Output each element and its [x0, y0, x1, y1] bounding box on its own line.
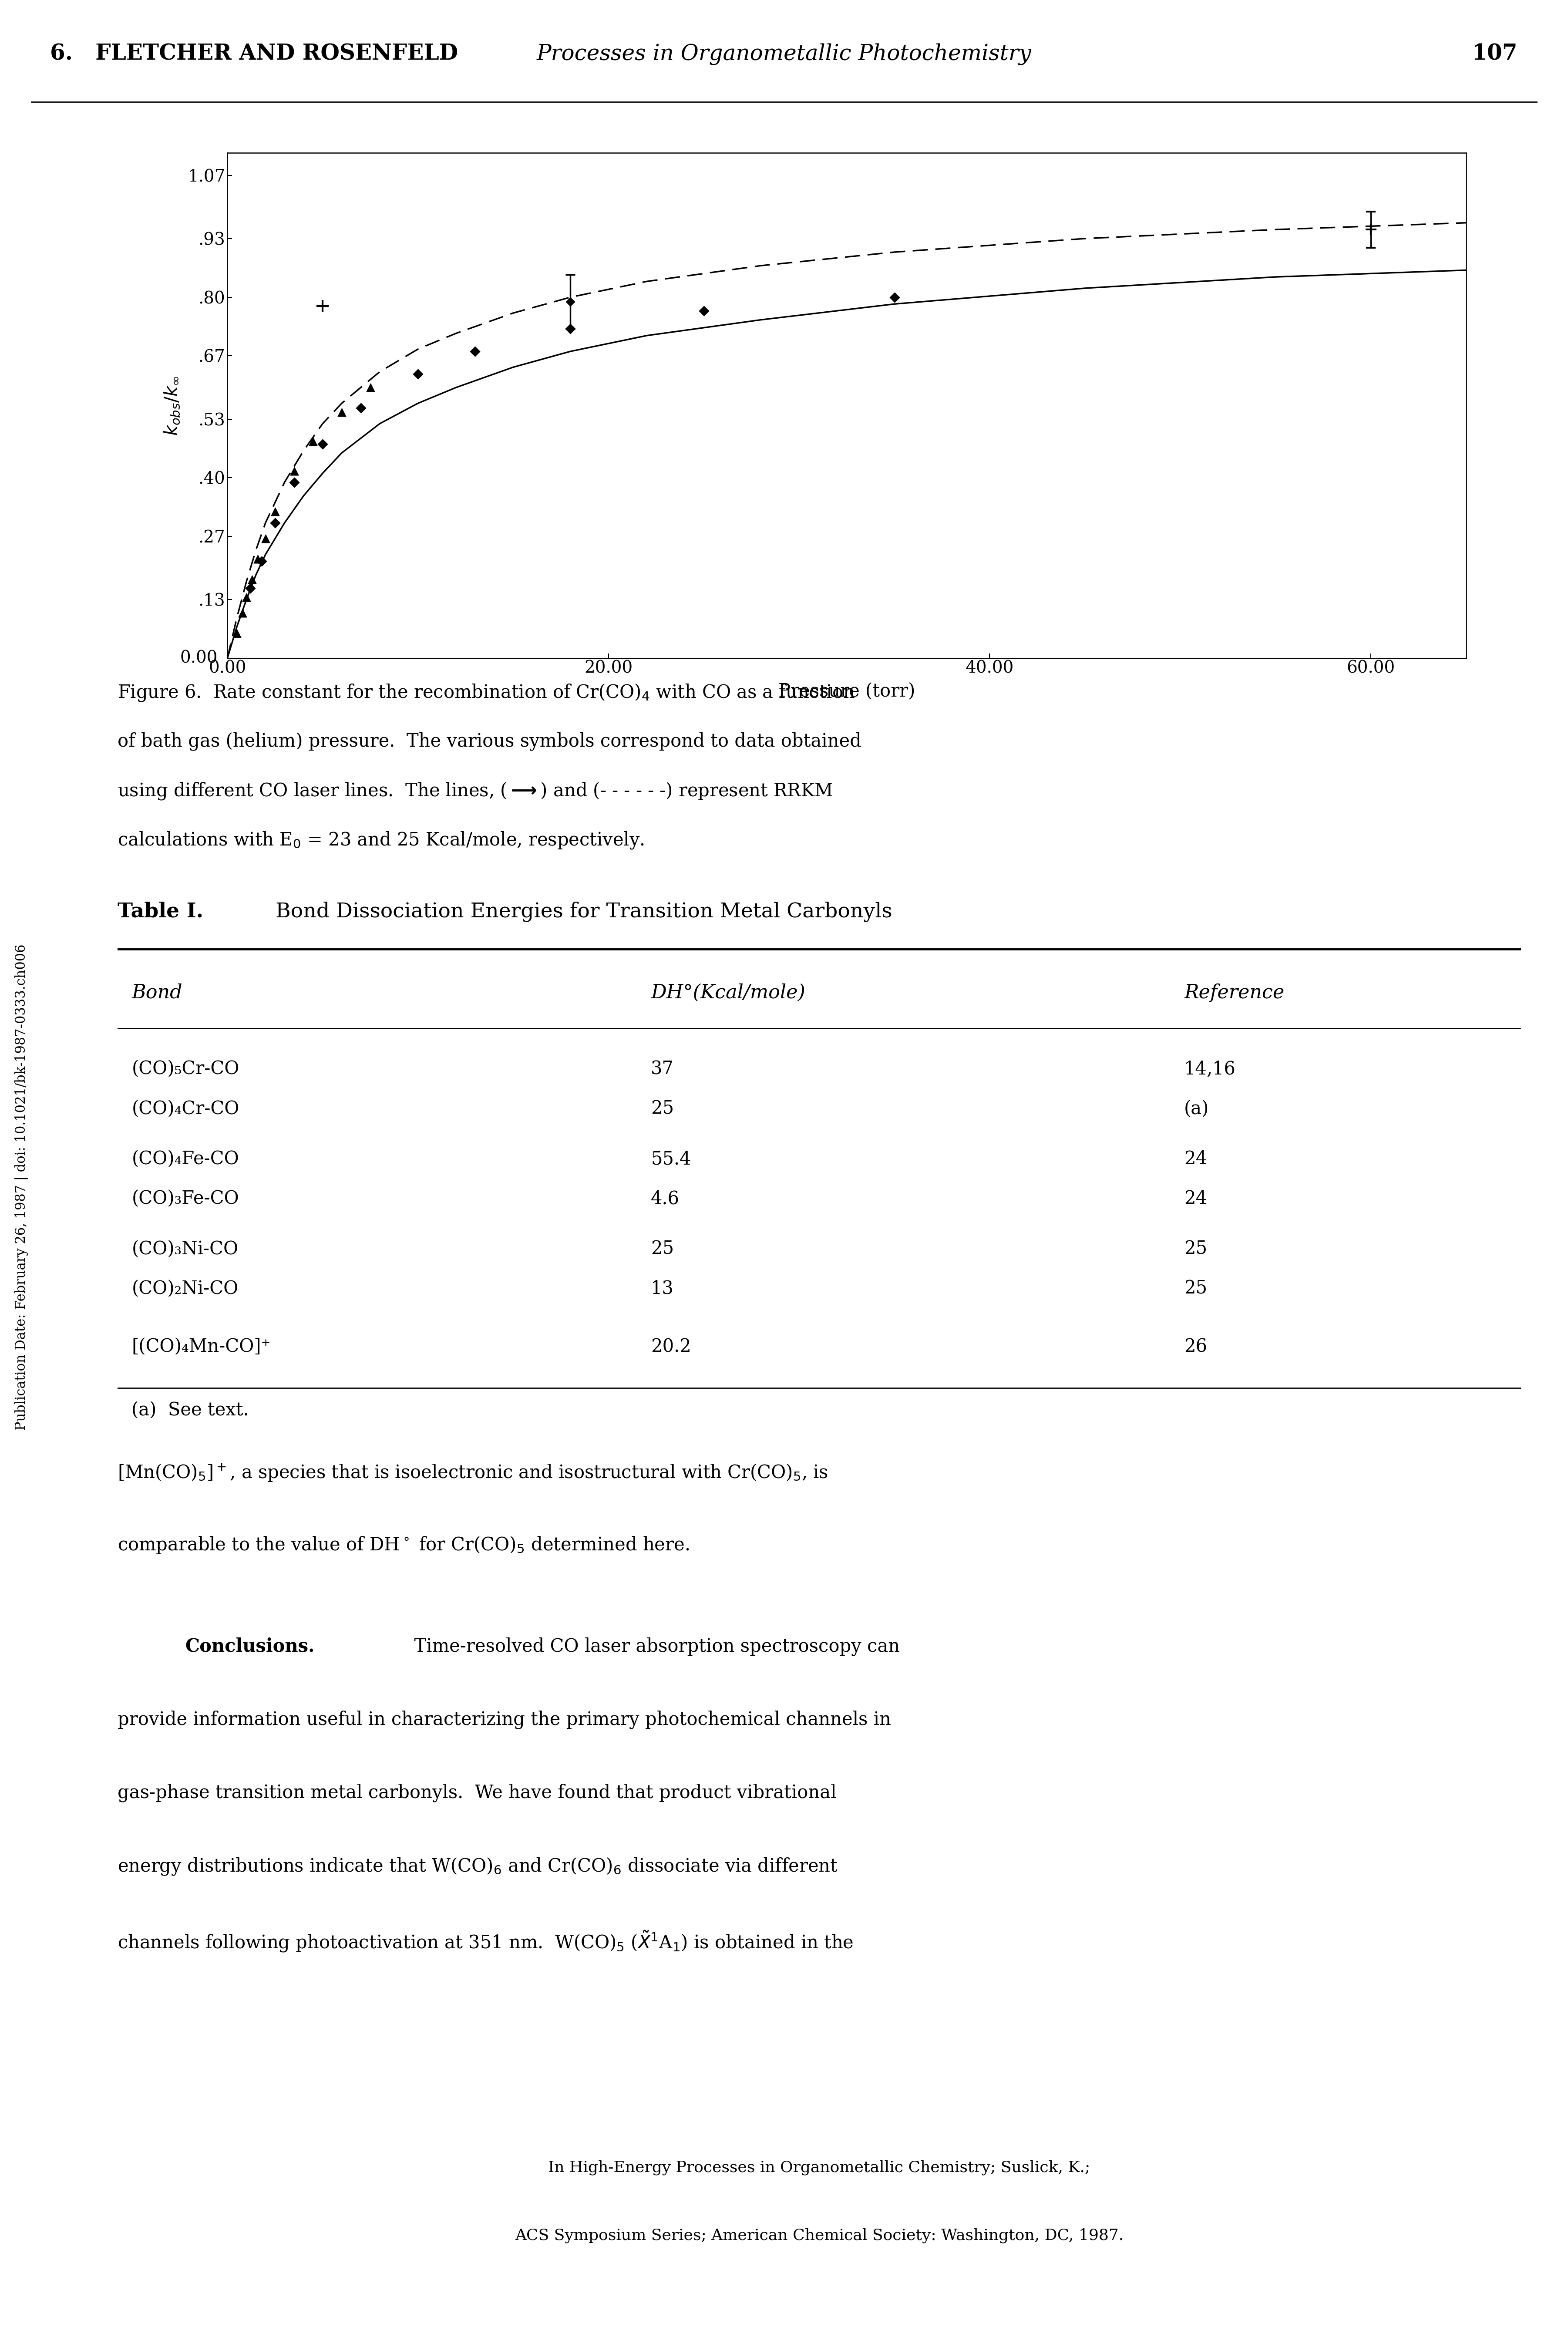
Text: Publication Date: February 26, 1987 | doi: 10.1021/bk-1987-0333.ch006: Publication Date: February 26, 1987 | do…: [16, 945, 28, 1429]
Text: 6.   FLETCHER AND ROSENFELD: 6. FLETCHER AND ROSENFELD: [50, 42, 458, 63]
Point: [301, 423, 326, 461]
Point: [252, 520, 278, 557]
Point: [240, 560, 265, 597]
Text: Bond Dissociation Energies for Transition Metal Carbonyls: Bond Dissociation Energies for Transitio…: [270, 900, 892, 922]
Text: 26: 26: [1184, 1338, 1207, 1357]
Text: (CO)₅Cr-CO: (CO)₅Cr-CO: [132, 1060, 240, 1079]
Text: 24: 24: [1184, 1190, 1207, 1208]
Text: Reference: Reference: [1184, 983, 1284, 1002]
Text: 14,16: 14,16: [1184, 1060, 1236, 1079]
Point: [230, 595, 256, 632]
Text: energy distributions indicate that W(CO)$_6$ and Cr(CO)$_6$ dissociate via diffe: energy distributions indicate that W(CO)…: [118, 1857, 837, 1876]
Text: Bond: Bond: [132, 983, 182, 1002]
Text: (CO)₂Ni-CO: (CO)₂Ni-CO: [132, 1279, 238, 1298]
Text: 37: 37: [651, 1060, 674, 1079]
Text: DH°(Kcal/mole): DH°(Kcal/mole): [651, 983, 806, 1002]
Text: [Mn(CO)$_5$]$^+$, a species that is isoelectronic and isostructural with Cr(CO)$: [Mn(CO)$_5$]$^+$, a species that is isoe…: [118, 1462, 828, 1483]
Text: Processes in Organometallic Photochemistry: Processes in Organometallic Photochemist…: [536, 42, 1032, 66]
Text: In High-Energy Processes in Organometallic Chemistry; Suslick, K.;: In High-Energy Processes in Organometall…: [549, 2161, 1090, 2175]
Text: of bath gas (helium) pressure.  The various symbols correspond to data obtained: of bath gas (helium) pressure. The vario…: [118, 731, 861, 750]
Point: [358, 369, 383, 407]
Text: 25: 25: [651, 1239, 674, 1258]
Text: Conclusions.: Conclusions.: [185, 1636, 315, 1655]
Point: [282, 463, 307, 501]
Point: [881, 277, 906, 315]
Text: provide information useful in characterizing the primary photochemical channels : provide information useful in characteri…: [118, 1709, 891, 1728]
Text: channels following photoactivation at 351 nm.  W(CO)$_5$ ($\tilde{X}^1$A$_1$) is: channels following photoactivation at 35…: [118, 1930, 853, 1954]
Text: (a): (a): [1184, 1100, 1209, 1119]
Point: [463, 331, 488, 369]
Point: [262, 503, 287, 541]
X-axis label: Pressure (torr): Pressure (torr): [778, 682, 916, 701]
Text: gas-phase transition metal carbonyls.  We have found that product vibrational: gas-phase transition metal carbonyls. We…: [118, 1784, 836, 1801]
Text: 20.2: 20.2: [651, 1338, 691, 1357]
Point: [224, 614, 249, 651]
Point: [245, 541, 270, 578]
Point: [238, 569, 263, 607]
Point: [282, 451, 307, 489]
Point: [310, 287, 336, 324]
Text: comparable to the value of DH$^\circ$ for Cr(CO)$_5$ determined here.: comparable to the value of DH$^\circ$ fo…: [118, 1535, 690, 1554]
Text: 24: 24: [1184, 1150, 1207, 1168]
Text: (CO)₄Fe-CO: (CO)₄Fe-CO: [132, 1150, 238, 1168]
Point: [329, 393, 354, 430]
Point: [310, 426, 336, 463]
Text: 25: 25: [651, 1100, 674, 1119]
Text: Table I.: Table I.: [118, 900, 204, 922]
Text: 25: 25: [1184, 1279, 1207, 1298]
Text: Time-resolved CO laser absorption spectroscopy can: Time-resolved CO laser absorption spectr…: [403, 1636, 900, 1655]
Point: [234, 578, 259, 616]
Text: 13: 13: [651, 1279, 674, 1298]
Text: (CO)₄Cr-CO: (CO)₄Cr-CO: [132, 1100, 240, 1119]
Text: ACS Symposium Series; American Chemical Society: Washington, DC, 1987.: ACS Symposium Series; American Chemical …: [514, 2229, 1124, 2243]
Point: [262, 494, 287, 531]
Text: using different CO laser lines.  The lines, ($\mathbf{\longrightarrow}$) and (- : using different CO laser lines. The line…: [118, 781, 833, 802]
Y-axis label: $k_{obs}/k_{\infty}$: $k_{obs}/k_{\infty}$: [163, 376, 182, 435]
Text: 55.4: 55.4: [651, 1150, 691, 1168]
Point: [406, 355, 431, 393]
Text: calculations with E$_0$ = 23 and 25 Kcal/mole, respectively.: calculations with E$_0$ = 23 and 25 Kcal…: [118, 830, 644, 851]
Text: (CO)₃Fe-CO: (CO)₃Fe-CO: [132, 1190, 238, 1208]
Text: (a)  See text.: (a) See text.: [132, 1401, 249, 1420]
Text: 25: 25: [1184, 1239, 1207, 1258]
Point: [691, 292, 717, 329]
Point: [348, 388, 373, 426]
Text: [(CO)₄Mn-CO]⁺: [(CO)₄Mn-CO]⁺: [132, 1338, 271, 1357]
Text: 0.00: 0.00: [180, 651, 218, 665]
Text: 107: 107: [1472, 42, 1518, 63]
Text: 4.6: 4.6: [651, 1190, 679, 1208]
Point: [249, 543, 274, 581]
Text: (CO)₃Ni-CO: (CO)₃Ni-CO: [132, 1239, 238, 1258]
Point: [558, 310, 583, 348]
Text: Figure 6.  Rate constant for the recombination of Cr(CO)$_4$ with CO as a functi: Figure 6. Rate constant for the recombin…: [118, 682, 855, 703]
